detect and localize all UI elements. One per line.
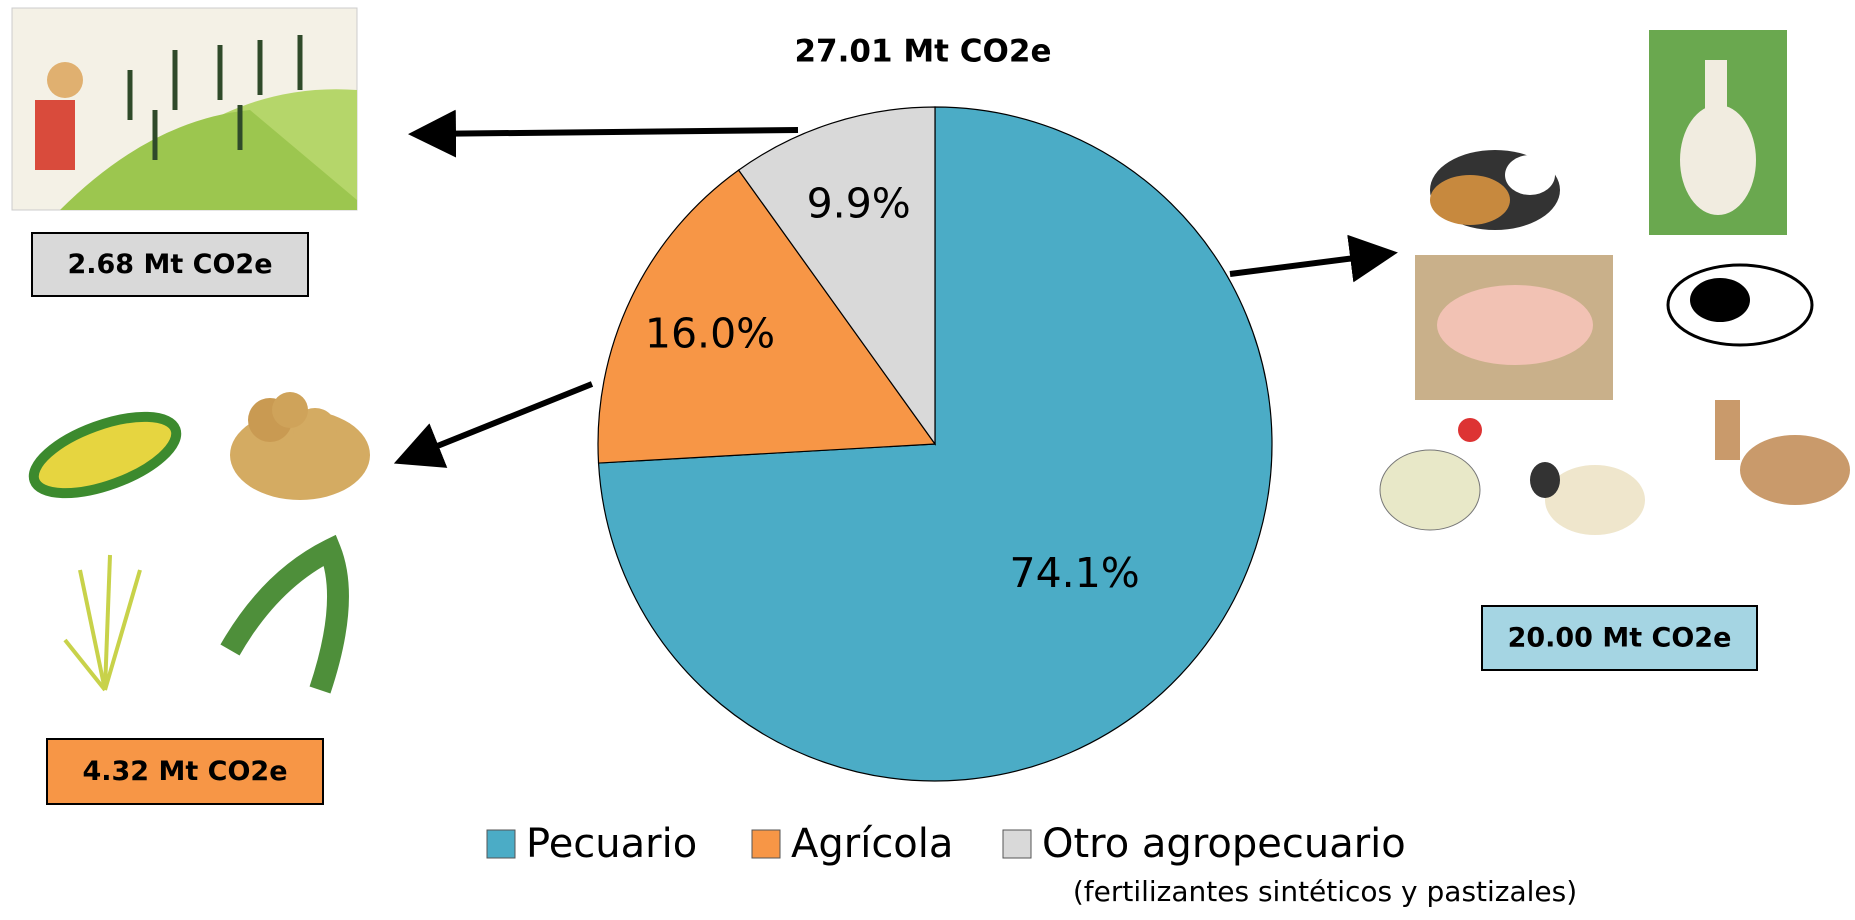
legend-label: Agrícola — [791, 821, 953, 867]
arrow — [1229, 234, 1398, 283]
annotation: 4.32 Mt CO2e — [82, 756, 287, 787]
pie-slice — [597, 169, 937, 464]
crop-illustrations — [28, 392, 370, 694]
annotation-box — [31, 232, 309, 297]
pie-slice — [737, 106, 936, 446]
chart-title: 27.01 Mt CO2e — [794, 34, 1051, 70]
legend-swatch — [751, 829, 781, 859]
annotation: 20.00 Mt CO2e — [1508, 623, 1732, 654]
legend-label: Otro agropecuario — [1042, 821, 1406, 867]
pie: 74.1% 16.0% 9.9% — [597, 106, 1273, 782]
farm-illustration — [11, 7, 358, 211]
slice-label: 9.9% — [807, 180, 911, 228]
livestock-illustrations — [1379, 30, 1850, 535]
legend-swatch — [486, 829, 516, 859]
legend-swatch — [1002, 829, 1032, 859]
slice-label: 16.0% — [645, 309, 775, 357]
arrow — [393, 381, 594, 468]
legend-note: (fertilizantes sintéticos y pastizales) — [1073, 875, 1577, 908]
annotation-box — [1481, 605, 1758, 671]
legend-label: Pecuario — [526, 821, 697, 867]
arrow — [408, 109, 799, 158]
annotation-box — [46, 738, 324, 805]
slice-label: 74.1% — [1009, 549, 1139, 597]
annotation: 2.68 Mt CO2e — [67, 249, 272, 280]
